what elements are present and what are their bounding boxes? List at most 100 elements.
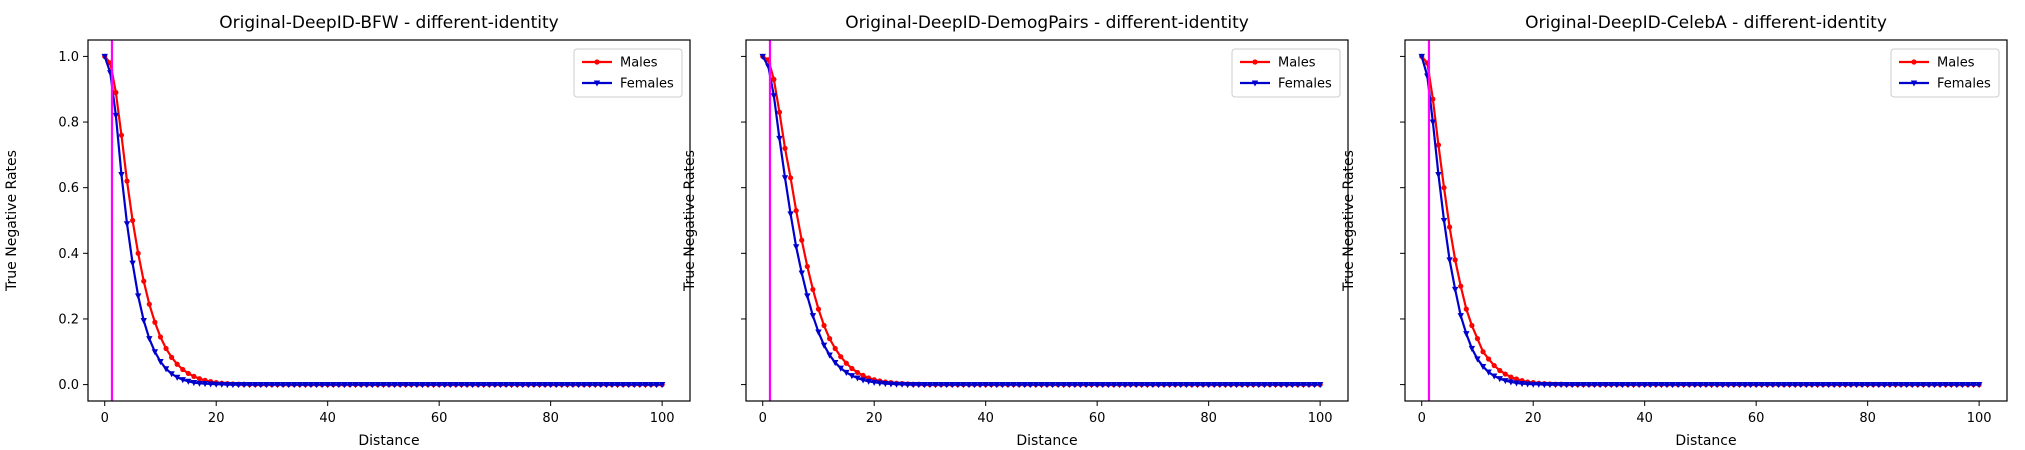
data-point <box>1491 362 1497 369</box>
data-point <box>1864 382 1871 389</box>
data-point <box>1469 322 1475 329</box>
data-point <box>1043 382 1051 389</box>
data-point <box>380 382 387 389</box>
data-point <box>993 382 1001 389</box>
data-point <box>1463 331 1470 338</box>
data-point <box>843 369 850 376</box>
x-tick-label: 40 <box>977 411 994 426</box>
data-point <box>435 382 443 389</box>
data-point <box>1769 382 1777 389</box>
data-point <box>1205 382 1212 389</box>
plot-area <box>101 40 666 401</box>
data-point <box>1508 374 1514 380</box>
data-point <box>1663 382 1671 389</box>
data-point <box>1647 382 1654 389</box>
data-point <box>179 377 186 384</box>
legend-marker <box>1910 80 1918 87</box>
data-point <box>848 373 856 380</box>
x-tick-label: 20 <box>208 411 225 426</box>
data-point <box>1875 382 1882 389</box>
data-point <box>1194 382 1201 389</box>
data-point <box>1277 382 1285 389</box>
y-tick-label: 1.0 <box>58 50 79 65</box>
data-point <box>1708 382 1715 389</box>
data-point <box>296 382 304 389</box>
data-point <box>1418 53 1425 60</box>
chart-title: Original-DeepID-DemogPairs - different-i… <box>845 13 1249 33</box>
data-point <box>157 359 164 366</box>
data-point <box>313 382 320 389</box>
series-line <box>1420 56 1980 386</box>
data-point <box>240 382 248 389</box>
data-point <box>893 381 900 388</box>
x-tick-label: 0 <box>759 411 767 426</box>
data-point <box>619 382 627 389</box>
data-point <box>1458 283 1464 289</box>
data-point <box>820 342 828 349</box>
data-point <box>274 382 281 389</box>
data-point <box>1936 382 1944 389</box>
data-point <box>152 319 158 325</box>
legend-item-females: Females <box>582 77 674 92</box>
data-point <box>124 178 130 184</box>
legend-marker <box>1911 59 1917 65</box>
legend-item-females: Females <box>1240 77 1332 92</box>
data-point <box>1747 382 1754 389</box>
data-point <box>1569 382 1576 389</box>
data-point <box>113 89 119 96</box>
data-point <box>1669 382 1676 389</box>
data-point <box>536 382 543 389</box>
plot-frame <box>87 39 691 402</box>
data-point <box>1975 382 1983 389</box>
data-point <box>1172 382 1179 389</box>
data-point <box>770 93 778 100</box>
data-point <box>642 382 649 389</box>
data-point <box>1272 382 1279 389</box>
data-point <box>960 382 967 389</box>
data-point <box>146 336 153 343</box>
data-point <box>514 382 521 389</box>
series-females <box>759 53 1324 389</box>
x-tick-label: 100 <box>1308 411 1333 426</box>
data-point <box>1038 382 1045 389</box>
data-point <box>1691 382 1699 389</box>
data-point <box>1486 356 1492 362</box>
data-point <box>1580 382 1587 389</box>
plot-area <box>1418 40 1983 401</box>
data-point <box>1870 382 1877 389</box>
data-point <box>1674 382 1682 389</box>
data-point <box>1490 373 1498 380</box>
data-point <box>180 366 186 373</box>
data-point <box>1752 382 1760 389</box>
data-point <box>218 381 225 388</box>
data-point <box>1088 382 1095 389</box>
data-point <box>1066 382 1073 389</box>
data-point <box>1741 382 1749 389</box>
data-point <box>402 382 409 389</box>
chart-panel-2: Original-DeepID-DemogPairs - different-i… <box>682 13 1349 449</box>
data-point <box>330 382 337 389</box>
data-point <box>1244 382 1251 389</box>
data-point <box>859 377 867 384</box>
data-point <box>1886 382 1894 389</box>
data-point <box>452 382 460 389</box>
data-point <box>118 171 125 179</box>
y-tick-label: 0.2 <box>58 312 79 327</box>
data-point <box>441 382 448 389</box>
data-point <box>374 382 382 389</box>
legend-marker <box>594 59 600 65</box>
data-point <box>129 217 136 224</box>
data-point <box>1502 378 1509 385</box>
data-point <box>821 322 827 329</box>
data-point <box>408 382 415 389</box>
data-point <box>647 382 655 389</box>
y-axis-label: True Negative Rates <box>1341 150 1357 292</box>
series-line <box>761 55 1321 386</box>
data-point <box>849 365 855 372</box>
data-point <box>1786 382 1793 389</box>
data-point <box>1250 382 1257 389</box>
legend-marker <box>593 80 601 87</box>
data-point <box>1730 382 1738 389</box>
x-axis-label: Distance <box>1016 433 1077 449</box>
data-point <box>525 382 532 389</box>
